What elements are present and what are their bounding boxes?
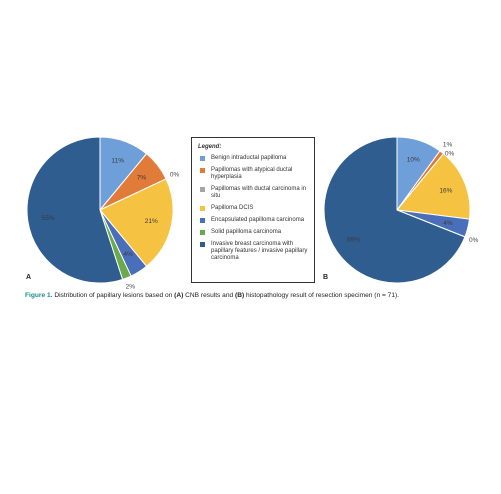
legend-label: Benign intraductal papilloma [211,155,287,161]
data-label: 69% [347,236,360,243]
caption-text: histopathology result of resection speci… [244,292,400,299]
legend-item: Papillomas with ductal carcinoma in situ [198,186,308,200]
caption: Figure 1. Distribution of papillary lesi… [25,292,485,299]
legend-item: Papilloma DCIS [198,205,308,212]
panel-label: A [26,274,31,281]
pie-slice [396,153,471,220]
data-label: 55% [42,215,55,222]
legend-swatch [200,156,205,161]
data-label: 21% [145,218,158,225]
data-label: 1% [443,142,453,149]
legend-swatch [200,218,205,223]
legend-label: Papilloma DCIS [211,205,254,211]
data-label: 0% [445,151,455,158]
legend-swatch [200,206,205,211]
data-label: 2% [126,283,136,290]
legend-label: Papillomas with ductal carcinoma in situ [211,186,307,199]
caption-text: (A) [174,292,184,299]
legend-label: Papillomas with atypical ductal hyperpla… [211,167,293,180]
data-label: 4% [443,220,453,227]
legend-item: Encapsulated papilloma carcinoma [198,217,308,224]
caption-text: Distribution of papillary lesions based … [52,292,175,299]
legend-item: Solid papilloma carcinoma [198,229,308,236]
data-label: 4% [123,251,133,258]
data-label: 0% [170,172,180,179]
legend-item: Benign intraductal papilloma [198,155,308,162]
legend-swatch [200,187,205,192]
legend-swatch [200,242,205,247]
pie-slice [26,136,124,284]
legend-label: Solid papilloma carcinoma [211,229,282,235]
legend-label: Invasive breast carcinoma with papillary… [211,241,308,261]
legend-item: Papillomas with atypical ductal hyperpla… [198,167,308,181]
legend-label: Encapsulated papilloma carcinoma [211,217,305,223]
legend-title: Legend: [198,144,222,150]
data-label: 10% [407,157,420,164]
pie-slice [323,136,466,284]
figure-label: Figure 1. [25,292,53,299]
pie-slice [99,178,174,267]
caption-text: (B) [235,292,245,299]
data-label: 7% [137,175,147,182]
legend: Legend: Benign intraductal papilloma Papi… [191,137,315,283]
data-label: 16% [439,187,452,194]
caption-text: CNB results and [183,292,235,299]
panel-label: B [323,274,328,281]
legend-swatch [200,168,205,173]
legend-item: Invasive breast carcinoma with papillary… [198,241,308,262]
data-label: 11% [112,157,125,164]
data-label: 0% [469,237,479,244]
legend-swatch [200,230,205,235]
